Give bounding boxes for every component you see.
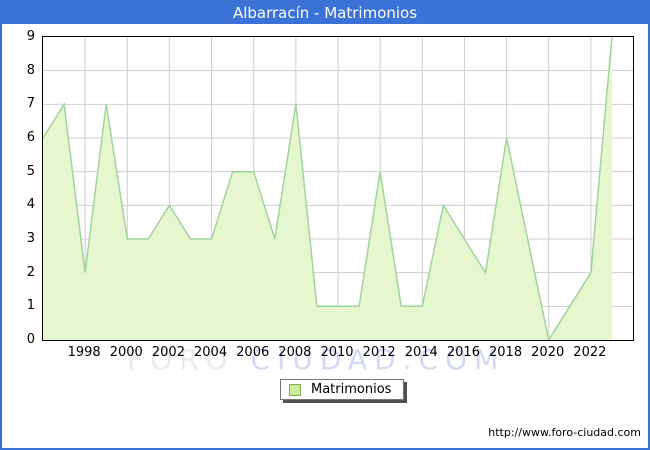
- y-tick-label: 6: [26, 130, 35, 145]
- x-tick-label: 2018: [489, 345, 523, 360]
- y-tick-label: 3: [26, 231, 35, 246]
- page-title: Albarracín - Matrimonios: [232, 4, 418, 22]
- y-tick-label: 5: [26, 163, 35, 179]
- area-fill: [43, 37, 612, 340]
- watermark: FORO CIUDAD.COM: [127, 343, 505, 376]
- y-tick-label: 4: [26, 197, 35, 213]
- y-tick-label: 2: [26, 264, 35, 280]
- legend-label: Matrimonios: [311, 382, 392, 397]
- y-tick-label: 9: [26, 29, 35, 44]
- y-tick-label: 7: [26, 96, 35, 112]
- footer-url: http://www.foro-ciudad.com: [488, 426, 641, 439]
- area-line: [43, 37, 613, 340]
- legend: Matrimonios: [280, 379, 405, 400]
- x-tick-label: 2008: [278, 345, 312, 360]
- y-tick-label: 1: [26, 298, 35, 314]
- title-bar: Albarracín - Matrimonios: [2, 2, 648, 24]
- x-tick-label: 2020: [531, 345, 565, 360]
- x-tick-label: 2014: [404, 345, 438, 360]
- x-tick-label: 2016: [446, 345, 480, 360]
- x-tick-label: 2022: [573, 345, 607, 360]
- plot-area: [42, 36, 634, 341]
- y-tick-label: 8: [26, 62, 35, 78]
- x-tick-label: 2002: [151, 345, 185, 360]
- watermark-right: CIUDAD.COM: [250, 343, 506, 376]
- y-tick-label: 0: [26, 332, 35, 347]
- chart-svg: [43, 37, 633, 340]
- x-tick-label: 2012: [362, 345, 396, 360]
- x-tick-label: 2000: [109, 345, 143, 360]
- legend-swatch-icon: [289, 383, 301, 396]
- watermark-left: FORO: [127, 343, 235, 376]
- x-tick-label: 2006: [236, 345, 270, 360]
- x-tick-label: 1998: [67, 345, 101, 360]
- x-tick-label: 2010: [320, 345, 354, 360]
- x-tick-label: 2004: [194, 345, 228, 360]
